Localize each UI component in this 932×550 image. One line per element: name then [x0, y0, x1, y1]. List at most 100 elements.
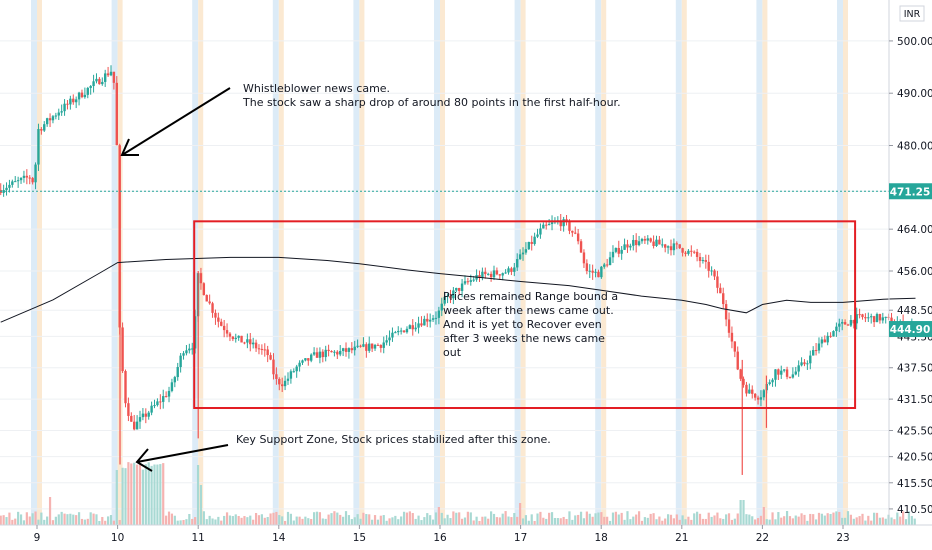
- volume-bar: [797, 516, 800, 525]
- volume-bar: [133, 462, 136, 525]
- volume-bar: [336, 512, 339, 525]
- volume-bar: [519, 503, 522, 525]
- volume-bar: [80, 518, 84, 525]
- volume-bar: [910, 516, 913, 525]
- candle-body: [788, 376, 792, 378]
- candle-body: [489, 273, 493, 278]
- volume-bar: [223, 515, 226, 525]
- candle-body: [280, 384, 284, 387]
- candle-body: [620, 249, 623, 254]
- candle-body: [536, 234, 539, 237]
- volume-bar: [8, 512, 11, 525]
- volume-bar: [112, 520, 115, 525]
- candle-body: [846, 324, 850, 326]
- candle-body: [373, 344, 377, 349]
- volume-bar: [388, 518, 391, 525]
- x-tick-label: 22: [756, 532, 769, 544]
- candle-body: [466, 281, 470, 283]
- volume-bar: [878, 517, 882, 525]
- candle-body: [368, 343, 371, 351]
- volume-bar: [150, 465, 153, 525]
- candle-body: [246, 339, 249, 343]
- volume-bar: [600, 512, 603, 525]
- candle-body: [634, 239, 638, 246]
- candle-body: [397, 330, 400, 333]
- volume-bar: [649, 513, 652, 525]
- volume-bar: [136, 464, 139, 525]
- candle-body: [83, 94, 87, 98]
- candle-body: [121, 327, 124, 372]
- volume-bar: [553, 517, 557, 525]
- candle-body: [463, 281, 467, 284]
- candle-body: [249, 339, 252, 345]
- volume-bar: [838, 511, 841, 525]
- currency-label: INR: [904, 9, 921, 20]
- candle-body: [521, 252, 525, 255]
- time-axis: 9 10 11 14 15 16 17 18 21 22 23: [34, 525, 850, 544]
- y-tick-label: 415.50: [897, 478, 932, 490]
- volume-bar: [603, 516, 606, 525]
- candle-body: [159, 401, 162, 403]
- candle-body: [16, 180, 20, 182]
- volume-bar: [727, 513, 731, 525]
- volume-bar: [498, 517, 501, 525]
- volume-bar: [339, 514, 342, 525]
- candle-body: [875, 314, 879, 323]
- candle-body: [147, 412, 150, 417]
- volume-bar: [469, 512, 472, 525]
- volume-bar: [307, 518, 310, 525]
- volume-bar: [814, 519, 818, 525]
- volume-bar: [745, 514, 748, 525]
- volume-bar: [884, 518, 887, 525]
- volume-bar: [292, 520, 295, 525]
- candle-body: [687, 250, 690, 254]
- candle-body: [205, 295, 208, 302]
- volume-bar: [559, 518, 562, 525]
- y-tick-label: 500.00: [897, 36, 932, 48]
- candle-body: [275, 374, 278, 379]
- volume-bar: [881, 517, 884, 525]
- candle-body: [730, 332, 734, 342]
- candle-body: [486, 273, 490, 275]
- volume-bar: [785, 511, 789, 525]
- volume-bar: [902, 511, 905, 525]
- candle-body: [179, 355, 182, 368]
- svg-text:444.90: 444.90: [890, 324, 931, 336]
- candle-body: [48, 118, 52, 121]
- candle-body: [321, 351, 325, 358]
- volume-bar: [637, 511, 641, 525]
- volume-bar: [681, 515, 684, 525]
- candle-body: [286, 378, 290, 381]
- candle-body: [112, 71, 116, 83]
- candle-body: [829, 335, 832, 337]
- volume-bar: [460, 518, 464, 525]
- candle-body: [672, 243, 676, 251]
- candle-body: [579, 241, 583, 253]
- candle-body: [861, 314, 864, 318]
- volume-bar: [240, 517, 243, 525]
- volume-bar: [585, 511, 588, 525]
- volume-bar: [95, 514, 98, 525]
- volume-bar: [855, 517, 858, 525]
- candle-body: [600, 266, 603, 278]
- volume-bar: [298, 516, 301, 525]
- volume-bar: [11, 519, 14, 525]
- volume-bar: [2, 515, 5, 525]
- volume-bar: [704, 518, 707, 525]
- volume-bar: [913, 518, 916, 525]
- candle-body: [394, 332, 397, 334]
- candle-body: [797, 365, 800, 372]
- candle-body: [495, 270, 499, 275]
- volume-bar: [739, 500, 742, 525]
- candle-body: [43, 124, 46, 131]
- volume-bar: [254, 512, 258, 525]
- volume-bar: [806, 520, 809, 525]
- y-tick-label: 425.50: [897, 425, 932, 437]
- volume-bar: [545, 518, 548, 525]
- candle-body: [5, 187, 8, 191]
- volume-bar: [675, 514, 678, 525]
- volume-bar: [765, 519, 768, 525]
- volume-bar: [481, 516, 484, 525]
- candle-body: [359, 345, 362, 347]
